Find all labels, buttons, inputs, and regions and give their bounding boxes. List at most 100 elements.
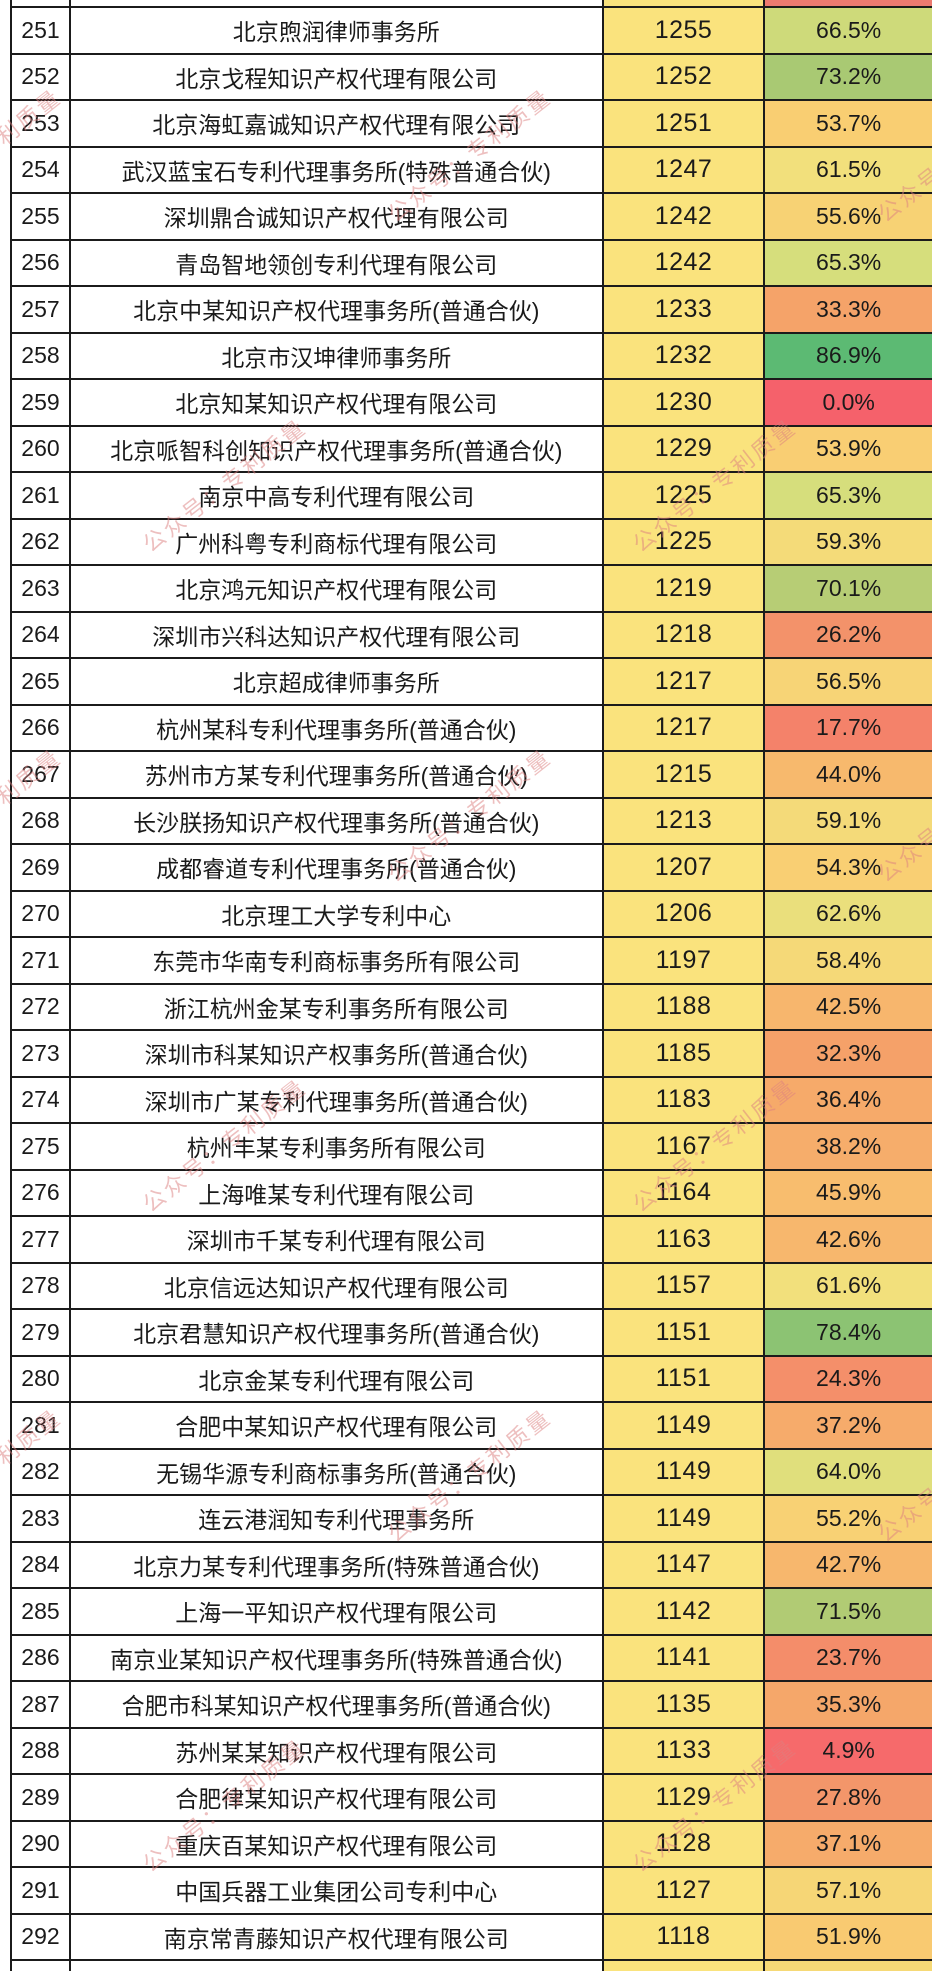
value-cell: 1213 xyxy=(601,796,766,845)
value-cell: 1163 xyxy=(601,1215,766,1264)
rank-cell: 263 xyxy=(10,564,71,613)
agency-name-cell: 合肥中某知识产权代理有限公司 xyxy=(68,1401,604,1450)
agency-name-cell: 浙江杭州金某专利事务所有限公司 xyxy=(68,982,604,1031)
rank-cell: 264 xyxy=(10,610,71,659)
agency-name-cell: 连云港润知专利代理事务所 xyxy=(68,1494,604,1543)
rank-cell: 251 xyxy=(10,6,71,55)
rank-cell: 265 xyxy=(10,657,71,706)
agency-name-cell: 北京哌智科创知识产权代理事务所(普通合伙) xyxy=(68,424,604,473)
value-cell: 1247 xyxy=(601,145,766,194)
rank-cell: 287 xyxy=(10,1680,71,1729)
partial-row xyxy=(10,0,932,8)
value-cell: 1242 xyxy=(601,238,766,287)
rank-cell: 262 xyxy=(10,517,71,566)
agency-name-cell: 无锡华源专利商标事务所(普通合伙) xyxy=(68,1447,604,1496)
agency-name-cell: 深圳鼎合诚知识产权代理有限公司 xyxy=(68,192,604,241)
agency-name-cell: 长沙朕扬知识产权代理事务所(普通合伙) xyxy=(68,796,604,845)
rank-cell: 259 xyxy=(10,378,71,427)
percent-cell: 61.6% xyxy=(763,1261,932,1310)
rank-cell: 281 xyxy=(10,1401,71,1450)
rank-cell: 285 xyxy=(10,1587,71,1636)
value-cell: 1128 xyxy=(601,1819,766,1868)
agency-name-cell: 深圳市广某专利代理事务所(普通合伙) xyxy=(68,1075,604,1124)
percent-cell: 55.6% xyxy=(763,192,932,241)
value-cell: 1242 xyxy=(601,192,766,241)
agency-name-cell: 南京中高专利代理有限公司 xyxy=(68,471,604,520)
rank-cell: 258 xyxy=(10,331,71,380)
table-row: 284 北京力某专利代理事务所(特殊普通合伙) 1147 42.7% xyxy=(10,1540,932,1589)
table-row: 263 北京鸿元知识产权代理有限公司 1219 70.1% xyxy=(10,564,932,613)
agency-name-cell: 合肥律某知识产权代理有限公司 xyxy=(68,1773,604,1822)
agency-name-cell: 重庆百某知识产权代理有限公司 xyxy=(68,1819,604,1868)
agency-name-cell: 上海一平知识产权代理有限公司 xyxy=(68,1587,604,1636)
percent-cell: 35.3% xyxy=(763,1680,932,1729)
percent-cell: 44.0% xyxy=(763,750,932,799)
rank-cell: 276 xyxy=(10,1168,71,1217)
table-row: 259 北京知某知识产权代理有限公司 1230 0.0% xyxy=(10,378,932,427)
table-row: 261 南京中高专利代理有限公司 1225 65.3% xyxy=(10,471,932,520)
table-row: 262 广州科粤专利商标代理有限公司 1225 59.3% xyxy=(10,517,932,566)
rank-cell: 255 xyxy=(10,192,71,241)
agency-name-cell: 苏州某某知识产权代理有限公司 xyxy=(68,1726,604,1775)
rank-cell: 267 xyxy=(10,750,71,799)
table-body: 251 北京煦润律师事务所 1255 66.5% 252 北京戈程知识产权代理有… xyxy=(10,0,932,1971)
value-cell: 1217 xyxy=(601,657,766,706)
table-row: 275 杭州丰某专利事务所有限公司 1167 38.2% xyxy=(10,1122,932,1171)
rank-cell: 280 xyxy=(10,1354,71,1403)
percent-cell: 33.3% xyxy=(763,285,932,334)
table-row: 269 成都睿道专利代理事务所(普通合伙) 1207 54.3% xyxy=(10,843,932,892)
percent-cell: 86.9% xyxy=(763,331,932,380)
agency-name-cell: 成都睿道专利代理事务所(普通合伙) xyxy=(68,843,604,892)
agency-name-cell: 杭州某科专利代理事务所(普通合伙) xyxy=(68,703,604,752)
value-cell: 1225 xyxy=(601,471,766,520)
agency-name-cell: 北京知某知识产权代理有限公司 xyxy=(68,378,604,427)
value-cell: 1151 xyxy=(601,1308,766,1357)
table-row: 257 北京中某知识产权代理事务所(普通合伙) 1233 33.3% xyxy=(10,285,932,334)
agency-name-cell: 武汉蓝宝石专利代理事务所(特殊普通合伙) xyxy=(68,145,604,194)
agency-name-cell: 南京业某知识产权代理事务所(特殊普通合伙) xyxy=(68,1633,604,1682)
rank-cell: 256 xyxy=(10,238,71,287)
value-cell: 1149 xyxy=(601,1447,766,1496)
value-cell: 1232 xyxy=(601,331,766,380)
value-cell: 1167 xyxy=(601,1122,766,1171)
rank-cell: 277 xyxy=(10,1215,71,1264)
agency-name-cell: 北京市汉坤律师事务所 xyxy=(68,331,604,380)
value-cell: 1149 xyxy=(601,1401,766,1450)
percent-cell: 64.0% xyxy=(763,1447,932,1496)
rank-cell: 254 xyxy=(10,145,71,194)
value-cell: 1142 xyxy=(601,1587,766,1636)
percent-cell: 66.5% xyxy=(763,6,932,55)
agency-name-cell: 苏州市方某专利代理事务所(普通合伙) xyxy=(68,750,604,799)
table-row: 289 合肥律某知识产权代理有限公司 1129 27.8% xyxy=(10,1773,932,1822)
table-row: 276 上海唯某专利代理有限公司 1164 45.9% xyxy=(10,1168,932,1217)
agency-name-cell: 深圳市千某专利代理有限公司 xyxy=(68,1215,604,1264)
agency-name-cell: 北京海虹嘉诚知识产权代理有限公司 xyxy=(68,99,604,148)
agency-name-cell: 北京理工大学专利中心 xyxy=(68,889,604,938)
agency-name-cell: 深圳市兴科达知识产权代理有限公司 xyxy=(68,610,604,659)
value-cell: 1164 xyxy=(601,1168,766,1217)
percent-cell: 36.4% xyxy=(763,1075,932,1124)
rank-cell: 266 xyxy=(10,703,71,752)
table-row: 266 杭州某科专利代理事务所(普通合伙) 1217 17.7% xyxy=(10,703,932,752)
percent-cell: 42.5% xyxy=(763,982,932,1031)
agency-name-cell: 北京力某专利代理事务所(特殊普通合伙) xyxy=(68,1540,604,1589)
agency-name-cell: 北京金某专利代理有限公司 xyxy=(68,1354,604,1403)
percent-cell: 54.3% xyxy=(763,843,932,892)
rank-cell: 268 xyxy=(10,796,71,845)
rank-cell: 286 xyxy=(10,1633,71,1682)
percent-cell: 42.6% xyxy=(763,1215,932,1264)
percent-cell xyxy=(763,0,932,8)
value-cell: 1217 xyxy=(601,703,766,752)
agency-name-cell: 合肥市科某知识产权代理事务所(普通合伙) xyxy=(68,1680,604,1729)
table-row: 282 无锡华源专利商标事务所(普通合伙) 1149 64.0% xyxy=(10,1447,932,1496)
rank-cell: 278 xyxy=(10,1261,71,1310)
rank-cell: 273 xyxy=(10,1029,71,1078)
rank-cell: 252 xyxy=(10,52,71,101)
value-cell: 1255 xyxy=(601,6,766,55)
rank-cell: 282 xyxy=(10,1447,71,1496)
percent-cell: 73.2% xyxy=(763,52,932,101)
percent-cell: 38.2% xyxy=(763,1122,932,1171)
table-row: 290 重庆百某知识产权代理有限公司 1128 37.1% xyxy=(10,1819,932,1868)
table-row: 258 北京市汉坤律师事务所 1232 86.9% xyxy=(10,331,932,380)
table-row: 265 北京超成律师事务所 1217 56.5% xyxy=(10,657,932,706)
